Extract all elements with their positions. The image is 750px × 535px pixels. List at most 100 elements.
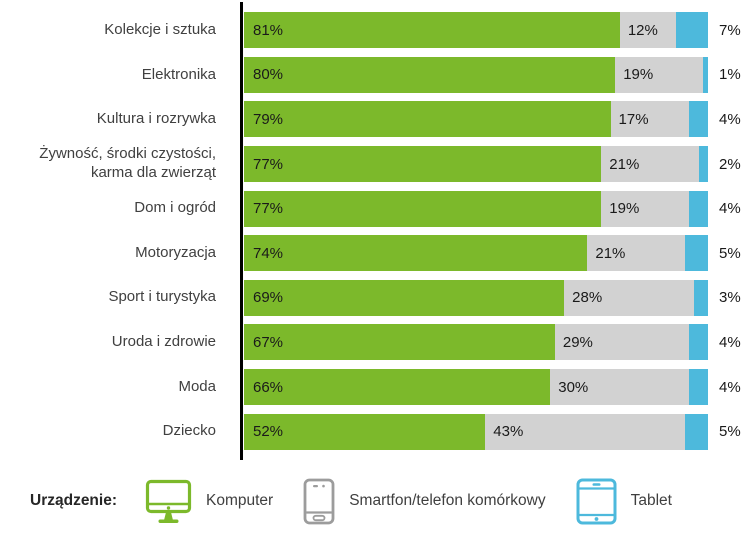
- outside-value-label: 3%: [719, 289, 741, 307]
- value-label: 80%: [253, 66, 284, 84]
- outside-value-label: 4%: [719, 333, 741, 351]
- value-label: 52%: [253, 423, 284, 441]
- category-label: Sport i turystyka: [108, 288, 216, 306]
- legend-label-komputer: Komputer: [206, 492, 274, 510]
- value-label: 66%: [253, 378, 284, 396]
- value-label: 77%: [253, 155, 284, 173]
- segment-tablet: [684, 413, 708, 450]
- segment-komputer: 77%: [244, 190, 602, 227]
- segment-komputer: 81%: [244, 12, 620, 49]
- segment-tablet: [684, 235, 708, 272]
- outside-value-label: 4%: [719, 110, 741, 128]
- smartphone-icon: [303, 478, 335, 525]
- segment-smartfon-telefon-kom-rkowy: 30%: [550, 369, 690, 406]
- chart-row: Dziecko 52% 43% 5%: [0, 409, 750, 454]
- segment-smartfon-telefon-kom-rkowy: 29%: [554, 324, 690, 361]
- chart-area: Kolekcje i sztuka 81% 12% 7% Elektronika 80% 1…: [0, 2, 750, 460]
- category-label: Dziecko: [162, 422, 216, 440]
- bar-track: 66% 30%: [244, 369, 708, 406]
- bar-track: 77% 19%: [244, 190, 708, 227]
- segment-tablet: [675, 12, 708, 49]
- value-label: 21%: [595, 244, 626, 262]
- chart-row: Żywność, środki czystości, karma dla zwi…: [0, 142, 750, 187]
- computer-icon: [145, 479, 192, 524]
- category-label: Kultura i rozrywka: [96, 110, 216, 128]
- outside-value-label: 2%: [719, 155, 741, 173]
- legend-item-komputer: Komputer: [145, 479, 273, 524]
- chart-row: Moda 66% 30% 4%: [0, 365, 750, 410]
- segment-komputer: 80%: [244, 56, 616, 93]
- tablet-icon: [576, 478, 617, 525]
- outside-value-label: 4%: [719, 200, 741, 218]
- category-label: Żywność, środki czystości, karma dla zwi…: [39, 145, 216, 182]
- y-axis-line: [240, 2, 243, 460]
- segment-tablet: [689, 101, 708, 138]
- legend-label-tablet: Tablet: [630, 492, 672, 510]
- legend-item-smartfon: Smartfon/telefon komórkowy: [303, 478, 546, 525]
- bar-track: 74% 21%: [244, 235, 708, 272]
- segment-smartfon-telefon-kom-rkowy: 21%: [587, 235, 685, 272]
- segment-komputer: 77%: [244, 146, 602, 183]
- segment-tablet: [689, 369, 708, 406]
- chart-row: Kultura i rozrywka 79% 17% 4%: [0, 97, 750, 142]
- category-label: Uroda i zdrowie: [111, 333, 216, 351]
- chart-row: Dom i ogród 77% 19% 4%: [0, 186, 750, 231]
- value-label: 28%: [572, 289, 603, 307]
- segment-smartfon-telefon-kom-rkowy: 12%: [619, 12, 676, 49]
- segment-smartfon-telefon-kom-rkowy: 28%: [564, 279, 695, 316]
- category-label: Motoryzacja: [135, 243, 216, 261]
- chart-row: Uroda i zdrowie 67% 29% 4%: [0, 320, 750, 365]
- segment-komputer: 69%: [244, 279, 565, 316]
- value-label: 12%: [627, 21, 658, 39]
- segment-tablet: [703, 56, 708, 93]
- bar-track: 80% 19%: [244, 56, 708, 93]
- outside-value-label: 4%: [719, 378, 741, 396]
- value-label: 69%: [253, 289, 284, 307]
- outside-value-label: 5%: [719, 244, 741, 262]
- segment-komputer: 79%: [244, 101, 611, 138]
- segment-smartfon-telefon-kom-rkowy: 21%: [601, 146, 699, 183]
- value-label: 29%: [562, 333, 593, 351]
- bar-track: 77% 21%: [244, 146, 708, 183]
- legend-title: Urządzenie:: [30, 492, 117, 510]
- legend: Urządzenie: Komputer: [0, 478, 750, 525]
- segment-komputer: 66%: [244, 369, 551, 406]
- value-label: 81%: [253, 21, 284, 39]
- bar-track: 52% 43%: [244, 413, 708, 450]
- legend-item-tablet: Tablet: [576, 478, 672, 525]
- category-label: Elektronika: [141, 65, 216, 83]
- bar-track: 79% 17%: [244, 101, 708, 138]
- segment-komputer: 67%: [244, 324, 555, 361]
- segment-komputer: 74%: [244, 235, 588, 272]
- value-label: 19%: [609, 200, 640, 218]
- value-label: 19%: [623, 66, 654, 84]
- segment-tablet: [689, 324, 708, 361]
- bar-track: 67% 29%: [244, 324, 708, 361]
- chart-rows: Kolekcje i sztuka 81% 12% 7% Elektronika 80% 1…: [0, 8, 750, 454]
- bar-track: 81% 12%: [244, 12, 708, 49]
- value-label: 74%: [253, 244, 284, 262]
- category-label: Dom i ogród: [134, 199, 216, 217]
- value-label: 67%: [253, 333, 284, 351]
- outside-value-label: 1%: [719, 66, 741, 84]
- segment-tablet: [689, 190, 708, 227]
- legend-label-smartfon: Smartfon/telefon komórkowy: [349, 492, 546, 510]
- value-label: 77%: [253, 200, 284, 218]
- category-label: Moda: [178, 377, 216, 395]
- value-label: 30%: [558, 378, 589, 396]
- outside-value-label: 5%: [719, 423, 741, 441]
- segment-smartfon-telefon-kom-rkowy: 19%: [615, 56, 704, 93]
- segment-tablet: [698, 146, 708, 183]
- segment-komputer: 52%: [244, 413, 486, 450]
- chart-row: Kolekcje i sztuka 81% 12% 7%: [0, 8, 750, 53]
- value-label: 43%: [493, 423, 524, 441]
- chart-row: Motoryzacja 74% 21% 5%: [0, 231, 750, 276]
- segment-smartfon-telefon-kom-rkowy: 43%: [485, 413, 685, 450]
- segment-smartfon-telefon-kom-rkowy: 17%: [610, 101, 690, 138]
- value-label: 17%: [618, 110, 649, 128]
- chart-row: Sport i turystyka 69% 28% 3%: [0, 276, 750, 321]
- category-label: Kolekcje i sztuka: [104, 20, 216, 38]
- segment-tablet: [694, 279, 708, 316]
- value-label: 79%: [253, 110, 284, 128]
